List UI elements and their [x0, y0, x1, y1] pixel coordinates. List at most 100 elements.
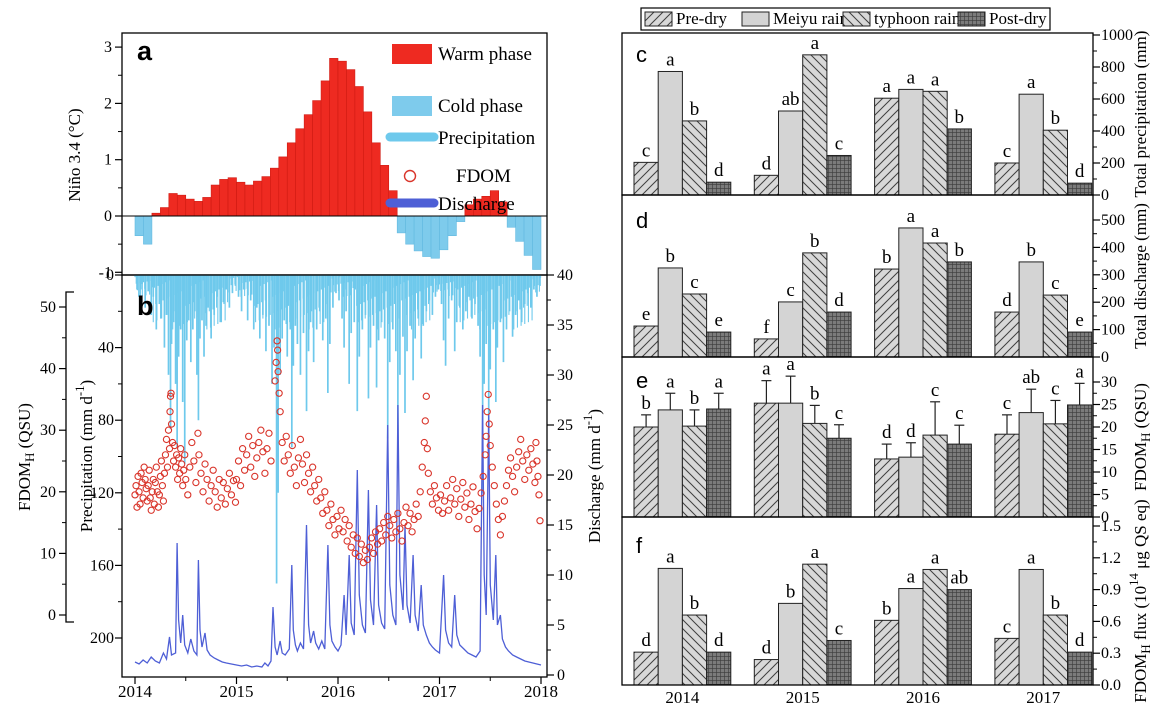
svg-text:a: a: [907, 567, 916, 588]
svg-text:10: 10: [557, 567, 573, 584]
svg-text:0.9: 0.9: [1101, 582, 1121, 599]
svg-text:0: 0: [1101, 349, 1109, 366]
svg-text:2015: 2015: [786, 688, 820, 707]
panel-a-legend: Warm phase Cold phase Precipitation FDOM…: [385, 44, 536, 215]
season-legend-box: [640, 7, 1051, 31]
pre-dry-label: Pre-dry: [676, 9, 727, 28]
svg-text:0: 0: [106, 267, 114, 284]
svg-text:a: a: [714, 371, 723, 392]
svg-text:e: e: [714, 310, 722, 331]
pre-dry-swatch: [644, 11, 673, 27]
svg-text:15: 15: [557, 517, 573, 534]
panel-f-letter: f: [636, 533, 643, 558]
panel-c-letter: c: [636, 42, 647, 67]
svg-text:0: 0: [557, 667, 565, 684]
precip-axis-title: Precipitation (mm d-1): [73, 380, 96, 532]
svg-text:40: 40: [98, 340, 114, 357]
svg-text:b: b: [666, 246, 676, 267]
svg-text:2015: 2015: [220, 682, 254, 701]
fdom-axis-title: FDOMH (QSU): [15, 403, 37, 511]
svg-text:c: c: [1003, 616, 1011, 637]
svg-text:c: c: [1003, 393, 1011, 414]
svg-text:2017: 2017: [423, 682, 458, 701]
post-dry-label: Post-dry: [989, 9, 1047, 28]
svg-text:a: a: [907, 206, 916, 227]
svg-text:200: 200: [1101, 155, 1125, 172]
svg-text:a: a: [666, 546, 675, 567]
svg-text:2014: 2014: [665, 688, 700, 707]
svg-text:300: 300: [1101, 267, 1125, 284]
svg-text:30: 30: [557, 367, 573, 384]
svg-text:c: c: [931, 380, 939, 401]
season-legend: Pre-dry Meiyu rain typhoon rain Post-dry: [640, 7, 1051, 31]
svg-text:b: b: [1051, 593, 1061, 614]
panel-b-letter: b: [137, 291, 154, 321]
svg-text:0: 0: [1101, 509, 1109, 526]
svg-text:ab: ab: [950, 568, 968, 589]
svg-text:200: 200: [1101, 294, 1125, 311]
svg-text:c: c: [955, 403, 963, 424]
svg-text:20: 20: [557, 467, 573, 484]
svg-text:a: a: [666, 371, 675, 392]
svg-text:100: 100: [1101, 322, 1125, 339]
svg-text:a: a: [931, 547, 940, 568]
warm-phase-swatch: [392, 44, 432, 64]
svg-text:d: d: [834, 290, 844, 311]
svg-text:200: 200: [90, 630, 114, 647]
panel-b-timeseries: 0 10 20 30 40 50 0 40 80 120 160 200 0 5 10 15 20 25 30 35 4…: [15, 267, 604, 701]
precipitation-label: Precipitation: [438, 128, 536, 149]
panel-c-axes: 0 200 400 600 800 1000: [621, 27, 1133, 204]
svg-text:f: f: [763, 317, 770, 338]
svg-text:a: a: [666, 49, 675, 70]
typhoon-rain-label: typhoon rain: [874, 9, 961, 28]
svg-text:50: 50: [40, 299, 56, 316]
svg-text:160: 160: [90, 557, 114, 574]
fdom-circle-swatch: [403, 169, 417, 183]
panel-d-letter: d: [636, 208, 648, 233]
total-discharge-axis-title: Total discharge (mm): [1131, 203, 1150, 349]
total-precip-axis-title: Total precipitation (mm): [1131, 31, 1150, 198]
svg-text:b: b: [1051, 108, 1061, 129]
panel-d-axes: 0 100 200 300 400 500: [621, 194, 1125, 366]
svg-text:b: b: [810, 383, 820, 404]
svg-text:20: 20: [40, 484, 56, 501]
discharge-axis-title: Discharge (mm d-1): [581, 409, 604, 543]
svg-text:-1: -1: [99, 264, 112, 281]
svg-text:a: a: [811, 33, 820, 54]
svg-text:0: 0: [1101, 187, 1109, 204]
svg-text:a: a: [762, 359, 771, 380]
discharge-line: [134, 404, 542, 668]
svg-text:0.0: 0.0: [1101, 677, 1121, 694]
svg-text:d: d: [906, 421, 916, 442]
svg-text:0: 0: [104, 208, 112, 225]
svg-text:ab: ab: [1022, 367, 1040, 388]
svg-text:600: 600: [1101, 91, 1125, 108]
svg-text:b: b: [786, 581, 796, 602]
svg-text:80: 80: [98, 412, 114, 429]
svg-text:25: 25: [557, 417, 573, 434]
svg-text:e: e: [1075, 310, 1083, 331]
svg-text:400: 400: [1101, 239, 1125, 256]
svg-text:b: b: [955, 240, 965, 261]
svg-text:1.5: 1.5: [1101, 518, 1121, 535]
meiyu-rain-swatch: [741, 11, 770, 27]
nino-bars: [134, 58, 542, 270]
svg-text:15: 15: [1101, 442, 1117, 459]
svg-text:a: a: [907, 67, 916, 88]
fdom-scatter: [131, 337, 544, 567]
precipitation-bars: [134, 275, 542, 584]
svg-text:b: b: [1026, 240, 1036, 261]
svg-text:a: a: [882, 76, 891, 97]
svg-text:d: d: [1075, 161, 1085, 182]
panel-b-axes: 0 10 20 30 40 50 0 40 80 120 160 200 0 5 10 15 20 25 30 35 4…: [40, 267, 573, 701]
svg-text:a: a: [1027, 72, 1036, 93]
svg-text:a: a: [931, 69, 940, 90]
